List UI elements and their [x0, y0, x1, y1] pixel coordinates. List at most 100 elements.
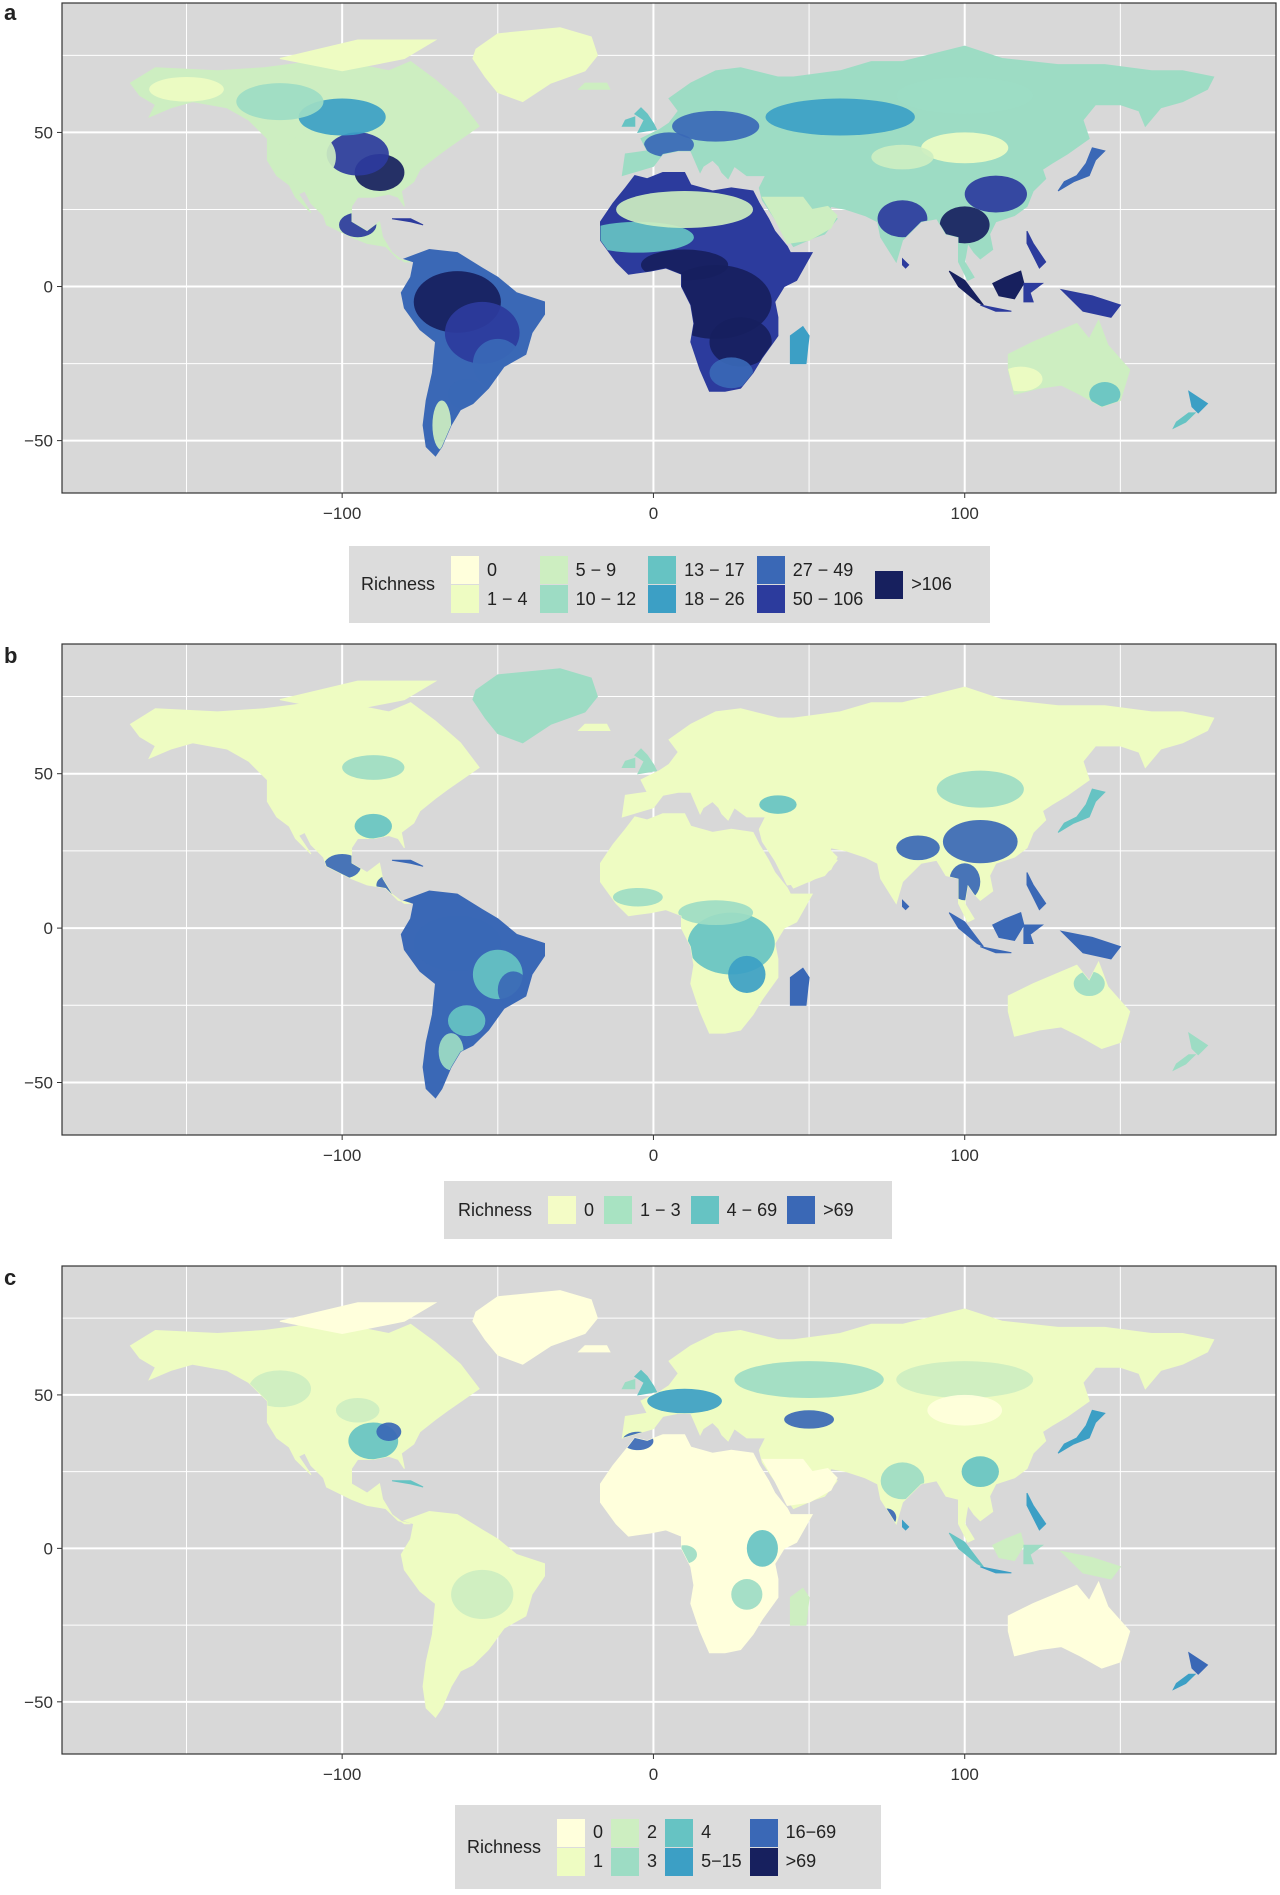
richness-layer: [248, 1361, 1034, 1619]
legend-swatch: [611, 1818, 640, 1847]
legend-label: 18 − 26: [684, 588, 745, 609]
landmass-newZealandN: [1188, 1032, 1209, 1056]
landmass-madagascar: [789, 1587, 810, 1626]
legend-entry: 5 − 9: [539, 556, 637, 585]
legend-swatch: [611, 1847, 640, 1876]
legend-title: Richness: [361, 574, 436, 594]
richness-region: [1089, 382, 1121, 407]
richness-region: [728, 955, 766, 993]
legend-swatch: [648, 585, 677, 613]
richness-region: [286, 132, 336, 182]
landmass-sulawesi: [1023, 924, 1045, 944]
legend-entry: >69: [787, 1196, 854, 1225]
x-tick-label: 0: [649, 1765, 658, 1784]
richness-region: [236, 83, 324, 121]
landmass-iceland: [577, 1345, 611, 1353]
legend-label: 5 − 9: [575, 559, 617, 580]
richness-region: [964, 175, 1027, 213]
richness-layer: [149, 76, 1121, 450]
legend-label: 13 − 17: [684, 559, 745, 580]
landmass-archipelago: [279, 1302, 438, 1335]
richness-region: [447, 1005, 486, 1037]
landmass-newZealandN: [1188, 1651, 1209, 1675]
legend-swatch: [749, 1818, 778, 1847]
landmass-ireland: [621, 116, 636, 127]
legend-label: 1 − 3: [640, 1199, 681, 1220]
x-tick-label: −100: [323, 504, 361, 523]
legend-b: Richness 0 1 − 3 4 − 69 >69: [444, 1181, 892, 1239]
legend-entry: 18 − 26: [648, 585, 745, 614]
landmass-britain: [634, 1369, 658, 1396]
legend-swatch: [557, 1847, 586, 1876]
y-tick-label: 50: [34, 1386, 53, 1405]
legend-swatch: [548, 1196, 577, 1224]
legend-label: 1 − 4: [487, 588, 528, 609]
richness-region: [616, 190, 754, 228]
legend-entry: >69: [749, 1847, 837, 1876]
legend-entry: 4: [665, 1818, 742, 1847]
panel-border: [61, 1265, 1277, 1755]
landmass-eurasia: [621, 686, 1215, 923]
landmass-britain: [634, 107, 658, 134]
landmass-newZealandN: [1188, 390, 1209, 414]
legend-entry: 1 − 3: [604, 1196, 681, 1225]
landmass-sumatra: [948, 270, 984, 306]
landmass-sriLanka: [902, 899, 910, 911]
x-tick-label: −100: [323, 1765, 361, 1784]
legend-swatch: [451, 556, 480, 584]
richness-region: [354, 813, 392, 839]
legend-label: 1: [593, 1851, 604, 1871]
legend-entry: 0: [451, 556, 528, 585]
x-tick-label: 100: [951, 504, 979, 523]
legend-entry: >106: [875, 570, 952, 599]
richness-region: [759, 795, 797, 814]
richness-region: [342, 755, 405, 780]
richness-region: [612, 887, 663, 907]
legend-swatch: [451, 585, 480, 613]
richness-region: [709, 357, 754, 389]
x-tick-label: 0: [649, 504, 658, 523]
richness-region: [871, 144, 934, 170]
landmass-madagascar: [789, 967, 810, 1006]
legend-entry: 0: [548, 1196, 594, 1225]
panel-border: [61, 2, 1277, 494]
legend-label: 0: [584, 1199, 595, 1220]
richness-region: [335, 1397, 380, 1423]
landmass-sumatra: [948, 1532, 984, 1568]
landmass-sriLanka: [902, 257, 910, 269]
landmass-iceland: [577, 723, 611, 731]
legend-title: Richness: [467, 1836, 542, 1857]
y-tick-label: 0: [44, 919, 53, 938]
richness-region: [581, 221, 694, 253]
landmass-philippines: [1026, 1492, 1047, 1531]
landmass-japan: [1057, 788, 1106, 833]
landmass-ireland: [621, 757, 636, 768]
richness-region: [647, 1388, 722, 1414]
legend-label: 27 − 49: [792, 559, 854, 580]
legend-label: 10 − 12: [575, 588, 637, 609]
landmass-iceland: [577, 82, 611, 90]
legend-entry: 27 − 49: [756, 556, 864, 585]
map-panel-a: −100 0 100 50 0 −50: [24, 2, 1277, 523]
landmass-ireland: [621, 1378, 636, 1390]
landmass-arabia: [761, 1458, 838, 1506]
map-panel-b: −100 0 100 50 0 −50: [24, 643, 1277, 1165]
legend-swatch: [665, 1818, 694, 1847]
richness-region: [413, 915, 501, 972]
richness-region: [678, 900, 754, 926]
richness-region: [451, 1569, 514, 1619]
legend-entry: 3: [611, 1847, 657, 1876]
legend-entry: 13 − 17: [648, 556, 745, 585]
y-tick-label: 0: [44, 1539, 53, 1558]
legend-label: 16−69: [785, 1822, 837, 1842]
richness-region: [376, 1422, 402, 1441]
landmass-arabia: [761, 196, 838, 244]
y-tick-label: −50: [24, 1693, 53, 1712]
richness-region: [896, 1361, 1034, 1398]
landmass-japan: [1057, 1409, 1106, 1454]
landmass-sriLanka: [902, 1519, 910, 1531]
richness-region: [746, 1529, 778, 1567]
legend-entry: 5−15: [665, 1847, 742, 1876]
y-tick-label: 50: [34, 123, 53, 142]
landmass-java: [980, 1566, 1012, 1574]
